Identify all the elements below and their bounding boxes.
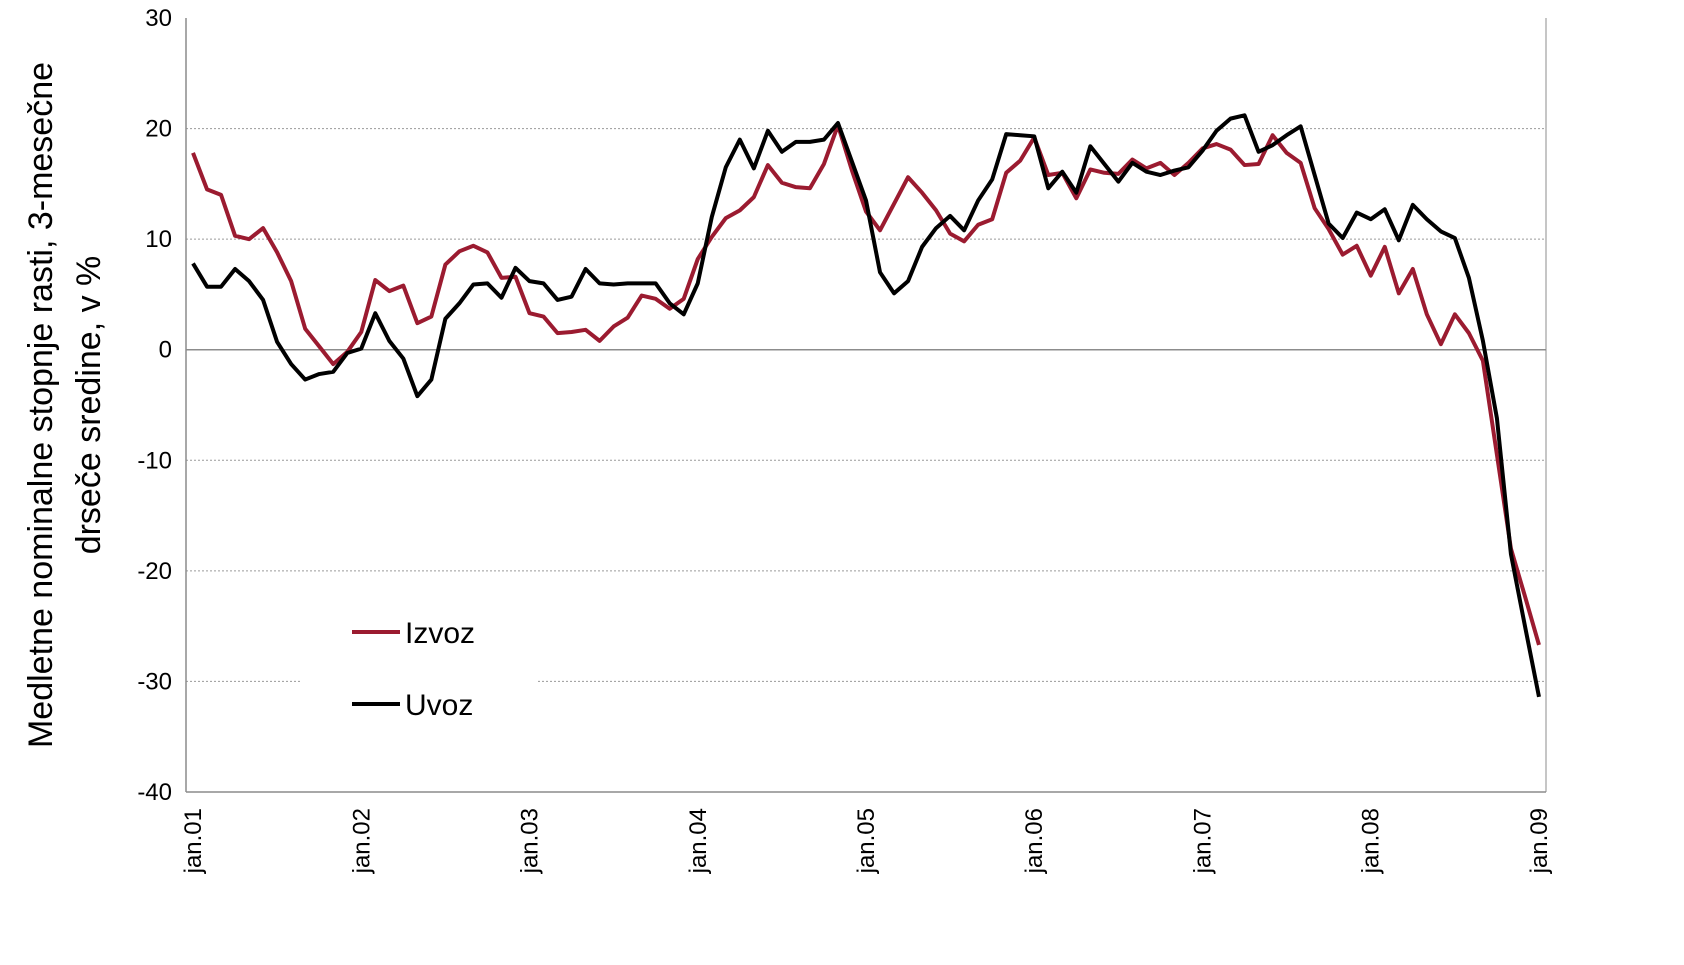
legend-label: Uvoz [405,689,473,722]
x-tick-label: jan.02 [348,808,375,874]
y-tick-label: -30 [137,668,172,695]
y-tick-label: 10 [145,226,172,253]
y-axis-label: Medletne nominalne stopnje rasti, 3-mese… [22,62,108,748]
x-tick-label: jan.04 [685,808,712,874]
x-tick-label: jan.03 [517,808,544,874]
x-tick-label: jan.01 [180,808,207,874]
y-tick-label: -20 [137,558,172,585]
y-axis-label-line: drseče sredine, v % [70,256,108,555]
x-tick-label: jan.07 [1189,808,1216,874]
x-tick-label: jan.08 [1358,808,1385,874]
y-tick-label: 30 [145,5,172,32]
x-tick-label: jan.09 [1526,808,1553,874]
legend: Izvoz Uvoz [300,596,537,744]
y-axis-label-line: Medletne nominalne stopnje rasti, 3-mese… [22,62,60,748]
legend-label: Izvoz [405,617,475,650]
x-tick-label: jan.05 [853,808,880,874]
y-tick-label: -40 [137,779,172,806]
series-line [191,113,1541,698]
x-tick-label: jan.06 [1021,808,1048,874]
series-line [191,123,1541,646]
legend-background [300,596,537,744]
y-tick-label: 0 [159,337,172,364]
y-tick-label: -10 [137,447,172,474]
y-tick-label: 20 [145,116,172,143]
